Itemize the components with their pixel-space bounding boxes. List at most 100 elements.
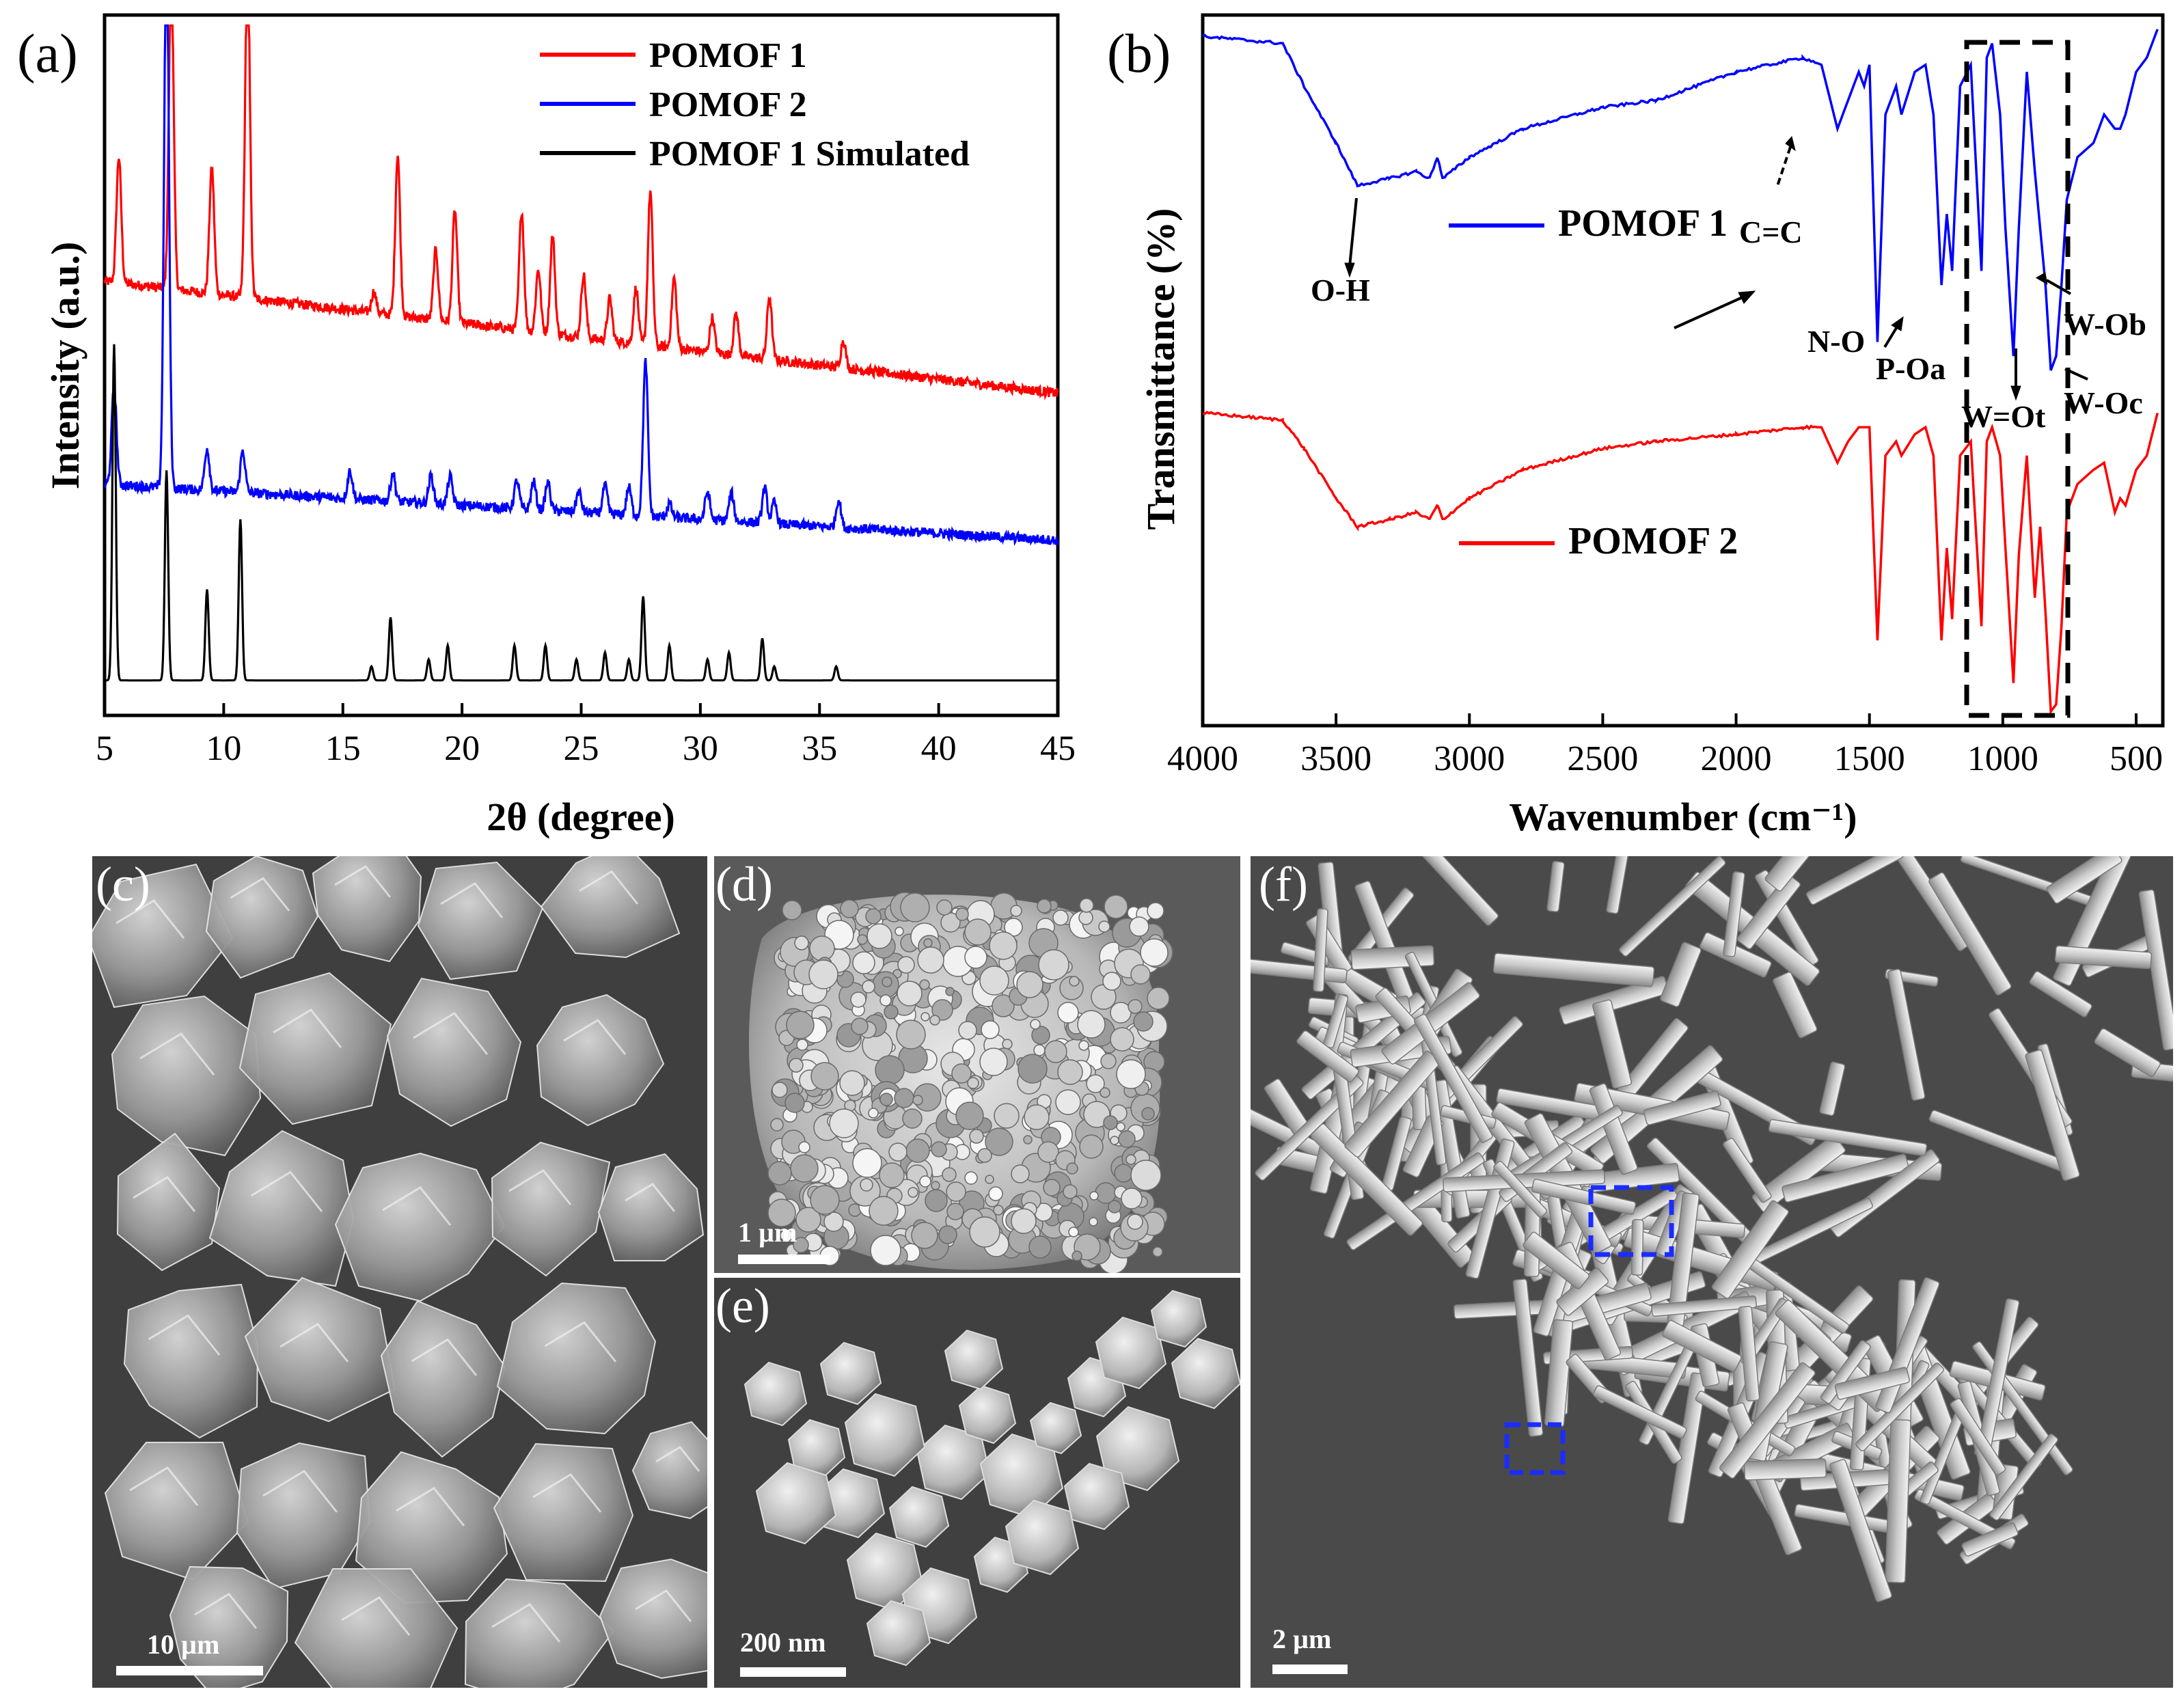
- xrd-series-3: [105, 344, 1058, 682]
- nanoparticle: [944, 1329, 1004, 1391]
- sem-crystals-c: [92, 856, 707, 1688]
- rod: [1950, 1398, 2006, 1476]
- scale-bar-d: [738, 1255, 830, 1264]
- sem-image-c: (c) 10 µm: [92, 856, 707, 1688]
- nanoparticle: [819, 1341, 882, 1406]
- rod: [2046, 856, 2122, 904]
- scale-bar-c: [116, 1666, 263, 1675]
- annotation-wot: W=Ot: [1961, 399, 2046, 434]
- x-tick-label: 20: [444, 729, 480, 768]
- crystal: [244, 1276, 396, 1423]
- rod: [1531, 1179, 1637, 1216]
- x-tick-label: 1500: [1834, 739, 1905, 778]
- xrd-plot: (a) 5 10 15 20 25 30 35 40 45 POMOF 1 POMOF 2 POMO…: [17, 13, 1076, 839]
- nanoparticle: [755, 1462, 837, 1545]
- rod: [1829, 1459, 1892, 1602]
- rod: [1630, 1219, 1644, 1276]
- highlight-box-1: [1588, 1185, 1674, 1257]
- rod: [1593, 1385, 1687, 1439]
- ftir-series-1: [1202, 29, 2159, 371]
- nanoparticle: [1150, 1289, 1207, 1348]
- rod: [1723, 871, 1745, 957]
- x-tick-label: 45: [1040, 729, 1076, 768]
- crystal: [208, 1129, 355, 1287]
- x-axis-label: Wavenumber (cm⁻¹): [1509, 795, 1857, 839]
- crystal: [599, 1558, 707, 1680]
- nanoparticle: [888, 1485, 950, 1548]
- x-tick-label: 5: [96, 729, 113, 768]
- crystal: [491, 1141, 611, 1277]
- rod: [1606, 856, 1633, 914]
- nanoparticle: [958, 1384, 1017, 1444]
- rod: [1764, 856, 1811, 892]
- rod: [2094, 1028, 2161, 1078]
- panel-d-label: (d): [715, 857, 773, 912]
- ftir-plot: (b) 4000 3500 3000 2500 2000 1500 1000 500 POMO…: [1107, 13, 2165, 839]
- rod: [1989, 1434, 2058, 1521]
- x-tick-label: 2500: [1567, 739, 1638, 778]
- crystal: [631, 1421, 707, 1520]
- rod: [1310, 1123, 1423, 1236]
- crystal: [205, 856, 319, 979]
- rod: [1819, 1061, 1846, 1117]
- rod: [1719, 1362, 1816, 1479]
- y-axis-label: Intensity (a.u.): [43, 242, 87, 490]
- ftir-series-2: [1202, 411, 2159, 715]
- rod: [1350, 945, 1435, 970]
- nanoparticle: [1171, 1337, 1240, 1410]
- sem-image-f: (f) 2 µm: [1251, 856, 2173, 1688]
- rod: [1820, 1340, 1871, 1404]
- rod: [2054, 945, 2153, 970]
- crystal: [493, 1442, 634, 1583]
- annotation-no: N-O: [1807, 324, 1865, 359]
- x-tick-label: 1000: [1967, 739, 2038, 778]
- sem-image-e: (e) 200 nm: [714, 1278, 1240, 1688]
- crystal: [116, 1132, 221, 1272]
- sem-particles-e: [743, 1289, 1240, 1667]
- rod: [1493, 1160, 1547, 1218]
- crystal: [236, 1442, 371, 1590]
- annotation-oh: O-H: [1311, 273, 1370, 307]
- rod: [2138, 889, 2173, 1051]
- panel-a-label: (a): [17, 24, 78, 84]
- crystal: [238, 972, 392, 1125]
- highlight-box-2: [1504, 1422, 1566, 1475]
- rod: [1736, 874, 1801, 950]
- y-axis-label: Transmittance (%): [1138, 208, 1183, 530]
- rod: [1700, 932, 1772, 978]
- rod: [1782, 1153, 1909, 1203]
- crystal: [540, 856, 681, 959]
- crystal: [104, 1442, 249, 1581]
- rod: [1738, 1306, 1760, 1402]
- x-tick-label: 3500: [1300, 739, 1371, 778]
- annotation-cc: C=C: [1739, 215, 1803, 249]
- legend-label-pomof2: POMOF 2: [1568, 520, 1738, 562]
- rod: [1492, 953, 1655, 987]
- rod: [1413, 1013, 1493, 1143]
- rod: [1619, 856, 1726, 957]
- rod: [1523, 1231, 1589, 1289]
- panel-b-label: (b): [1107, 24, 1171, 84]
- scale-bar-label-d: 1 µm: [738, 1217, 797, 1248]
- x-tick-label: 3000: [1434, 739, 1505, 778]
- annotation-poa: P-Oa: [1876, 351, 1946, 386]
- legend-label-2: POMOF 2: [649, 85, 807, 124]
- sem-rods-f: [1251, 856, 2173, 1602]
- rod: [1928, 872, 2012, 996]
- annotation-woc: W-Oc: [2064, 385, 2143, 420]
- rod: [1643, 1090, 1721, 1125]
- rod: [1662, 1319, 1742, 1372]
- crystal: [380, 1300, 506, 1458]
- crystal: [464, 1578, 615, 1688]
- x-tick-label: 35: [802, 729, 837, 768]
- nanoparticle: [1063, 1462, 1130, 1531]
- rod: [1544, 1319, 1574, 1427]
- rod: [1385, 856, 1499, 926]
- crystal: [123, 1283, 259, 1439]
- crystal: [169, 1565, 289, 1688]
- scale-bar-label-e: 200 nm: [740, 1627, 826, 1658]
- x-tick-label: 2000: [1701, 739, 1772, 778]
- w-o-region-box: [1964, 40, 2071, 718]
- x-tick-label: 25: [564, 729, 599, 768]
- rod: [1834, 1367, 1910, 1400]
